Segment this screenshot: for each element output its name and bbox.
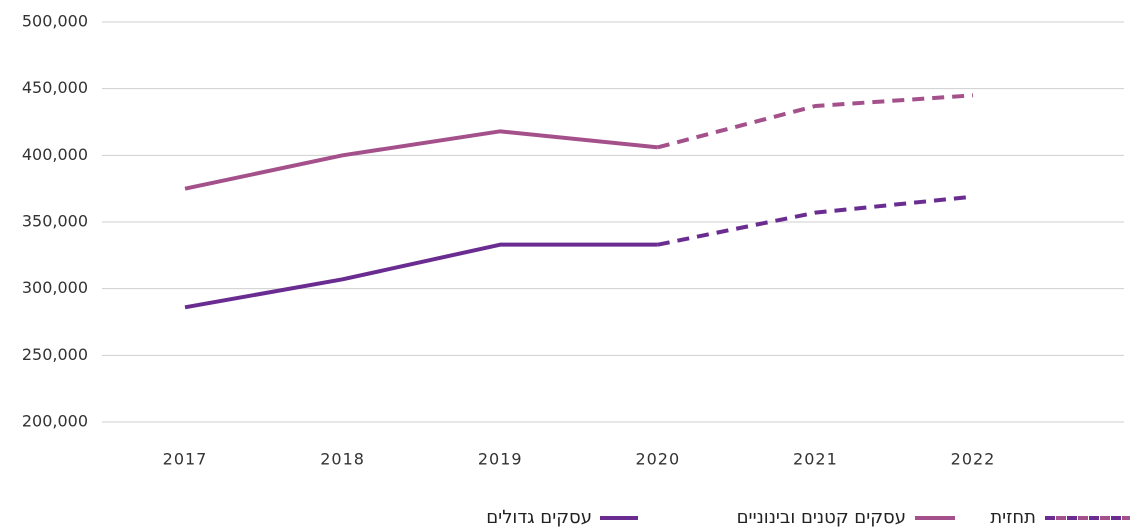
series-line xyxy=(184,129,659,191)
x-tick-label: 2017 xyxy=(163,450,208,469)
series-line xyxy=(184,242,658,310)
legend-label: עסקים קטנים ובינוניים xyxy=(737,507,906,528)
y-tick-label: 200,000 xyxy=(22,412,88,431)
forecast-line xyxy=(657,93,974,150)
legend-label: תחזית xyxy=(990,507,1036,528)
y-tick-label: 500,000 xyxy=(22,12,88,31)
x-tick-label: 2019 xyxy=(478,450,523,469)
x-tick-label: 2021 xyxy=(793,450,838,469)
legend-label: עסקים גדולים xyxy=(486,507,592,528)
x-tick-label: 2022 xyxy=(951,450,996,469)
y-tick-label: 350,000 xyxy=(22,212,88,231)
forecast-line xyxy=(657,194,974,247)
y-tick-label: 450,000 xyxy=(22,78,88,97)
y-tick-label: 400,000 xyxy=(22,145,88,164)
x-tick-label: 2020 xyxy=(635,450,680,469)
y-tick-label: 300,000 xyxy=(22,278,88,297)
y-tick-label: 250,000 xyxy=(22,345,88,364)
x-tick-label: 2018 xyxy=(320,450,365,469)
